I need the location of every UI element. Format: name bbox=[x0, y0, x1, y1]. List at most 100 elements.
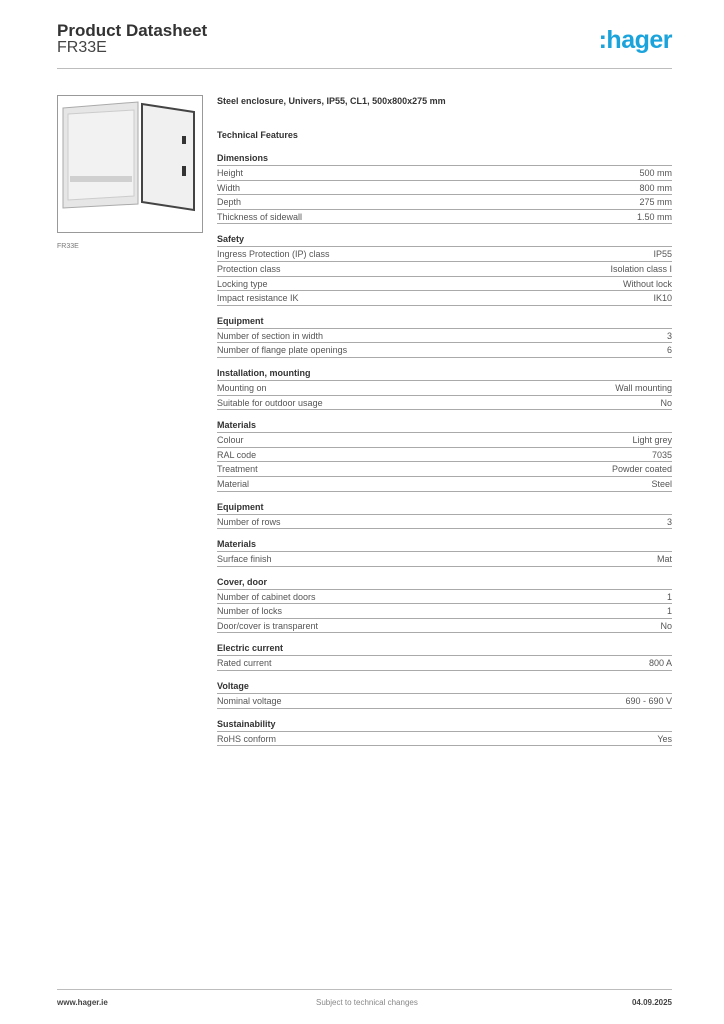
feature-value: 1.50 mm bbox=[636, 211, 672, 222]
feature-section: Safety Ingress Protection (IP) class IP55 P… bbox=[217, 233, 672, 306]
feature-row: Colour Light grey bbox=[217, 433, 672, 448]
page-title: Product Datasheet bbox=[57, 21, 208, 40]
feature-row: RAL code 7035 bbox=[217, 448, 672, 463]
hager-logo: :hager bbox=[598, 26, 673, 54]
feature-value: Without lock bbox=[622, 278, 672, 289]
feature-value: Isolation class I bbox=[610, 263, 672, 274]
product-image bbox=[57, 95, 203, 233]
feature-label: Depth bbox=[217, 197, 242, 208]
feature-value: Yes bbox=[657, 733, 672, 744]
feature-label: Mounting on bbox=[217, 382, 267, 393]
feature-section: Electric current Rated current 800 A bbox=[217, 642, 672, 672]
feature-row: Rated current 800 A bbox=[217, 656, 672, 672]
feature-value: IK10 bbox=[653, 293, 672, 304]
product-code: FR33E bbox=[57, 39, 107, 56]
section-heading: Safety bbox=[217, 233, 672, 248]
section-heading: Sustainability bbox=[217, 718, 672, 732]
feature-value: Mat bbox=[656, 554, 672, 565]
feature-row: Protection class Isolation class I bbox=[217, 262, 672, 277]
feature-row: Suitable for outdoor usage No bbox=[217, 396, 672, 411]
feature-value: 800 mm bbox=[639, 182, 672, 193]
feature-row: Number of flange plate openings 6 bbox=[217, 343, 672, 358]
feature-row: Impact resistance IK IK10 bbox=[217, 291, 672, 306]
feature-value: Powder coated bbox=[611, 464, 672, 475]
section-heading: Electric current bbox=[217, 642, 672, 657]
feature-value: 3 bbox=[666, 330, 672, 341]
feature-row: Treatment Powder coated bbox=[217, 462, 672, 477]
feature-value: No bbox=[660, 397, 672, 408]
section-heading: Equipment bbox=[217, 501, 672, 515]
feature-label: Number of section in width bbox=[217, 330, 324, 341]
feature-value: Wall mounting bbox=[615, 382, 672, 393]
feature-label: Height bbox=[217, 168, 244, 178]
technical-features-heading: Technical Features bbox=[217, 130, 298, 140]
feature-row: Surface finish Mat bbox=[217, 552, 672, 567]
feature-row: RoHS conform Yes bbox=[217, 732, 672, 747]
feature-value: 500 mm bbox=[639, 168, 672, 178]
feature-label: Material bbox=[217, 478, 250, 489]
feature-section: Sustainability RoHS conform Yes bbox=[217, 718, 672, 747]
feature-label: Treatment bbox=[217, 464, 258, 475]
feature-row: Number of rows 3 bbox=[217, 515, 672, 530]
feature-value: 6 bbox=[666, 345, 672, 356]
feature-section: Dimensions Height 500 mm Width 800 mm Depth 27… bbox=[217, 152, 672, 225]
section-heading: Materials bbox=[217, 538, 672, 553]
feature-label: Number of rows bbox=[217, 516, 281, 527]
section-heading: Dimensions bbox=[217, 152, 672, 166]
feature-label: Width bbox=[217, 182, 241, 193]
footer-divider bbox=[57, 989, 672, 990]
product-name: Steel enclosure, Univers, IP55, CL1, 500… bbox=[217, 96, 446, 106]
feature-section: Equipment Number of rows 3 bbox=[217, 501, 672, 530]
feature-row: Height 500 mm bbox=[217, 166, 672, 181]
feature-label: RAL code bbox=[217, 449, 257, 460]
feature-value: 800 A bbox=[648, 658, 672, 669]
feature-value: 7035 bbox=[651, 449, 672, 460]
feature-value: 1 bbox=[666, 591, 672, 602]
feature-section: Installation, mounting Mounting on Wall mo… bbox=[217, 367, 672, 411]
feature-value: 1 bbox=[666, 606, 672, 617]
feature-value: Light grey bbox=[632, 435, 672, 446]
feature-label: Protection class bbox=[217, 263, 281, 274]
feature-label: Impact resistance IK bbox=[217, 293, 299, 304]
feature-row: Mounting on Wall mounting bbox=[217, 381, 672, 396]
feature-section: Voltage Nominal voltage 690 - 690 V bbox=[217, 680, 672, 709]
feature-row: Nominal voltage 690 - 690 V bbox=[217, 694, 672, 709]
feature-row: Ingress Protection (IP) class IP55 bbox=[217, 247, 672, 262]
feature-row: Number of locks 1 bbox=[217, 604, 672, 619]
section-heading: Installation, mounting bbox=[217, 367, 672, 381]
feature-row: Thickness of sidewall 1.50 mm bbox=[217, 210, 672, 225]
feature-label: Locking type bbox=[217, 278, 268, 289]
feature-label: Number of locks bbox=[217, 606, 283, 617]
feature-section: Cover, door Number of cabinet doors 1 Numbe… bbox=[217, 576, 672, 634]
feature-value: Steel bbox=[651, 478, 672, 489]
footer-note: Subject to technical changes bbox=[316, 998, 418, 1007]
feature-label: RoHS conform bbox=[217, 733, 277, 744]
section-heading: Materials bbox=[217, 419, 672, 434]
feature-label: Nominal voltage bbox=[217, 696, 282, 707]
feature-label: Door/cover is transparent bbox=[217, 620, 319, 631]
feature-label: Colour bbox=[217, 435, 244, 446]
feature-value: 275 mm bbox=[639, 197, 672, 208]
footer-website: www.hager.ie bbox=[57, 998, 108, 1007]
section-heading: Equipment bbox=[217, 315, 672, 329]
feature-section: Materials Surface finish Mat bbox=[217, 538, 672, 567]
feature-label: Suitable for outdoor usage bbox=[217, 397, 323, 408]
feature-label: Thickness of sidewall bbox=[217, 211, 303, 222]
feature-row: Door/cover is transparent No bbox=[217, 619, 672, 634]
feature-value: 690 - 690 V bbox=[625, 696, 672, 707]
feature-row: Material Steel bbox=[217, 477, 672, 492]
feature-value: IP55 bbox=[653, 249, 672, 260]
feature-label: Number of cabinet doors bbox=[217, 591, 316, 602]
feature-label: Ingress Protection (IP) class bbox=[217, 249, 330, 260]
footer-date: 04.09.2025 bbox=[631, 998, 672, 1007]
feature-row: Locking type Without lock bbox=[217, 277, 672, 292]
feature-label: Surface finish bbox=[217, 554, 272, 565]
feature-section: Materials Colour Light grey RAL code 7035 Tre… bbox=[217, 419, 672, 492]
feature-section: Equipment Number of section in width 3 Numb… bbox=[217, 315, 672, 358]
section-heading: Voltage bbox=[217, 680, 672, 695]
feature-sections: Dimensions Height 500 mm Width 800 mm Depth 27… bbox=[217, 152, 672, 747]
feature-row: Width 800 mm bbox=[217, 181, 672, 196]
technical-data: Steel enclosure, Univers, IP55, CL1, 500… bbox=[217, 96, 672, 755]
header-divider bbox=[57, 68, 672, 69]
feature-row: Depth 275 mm bbox=[217, 195, 672, 210]
